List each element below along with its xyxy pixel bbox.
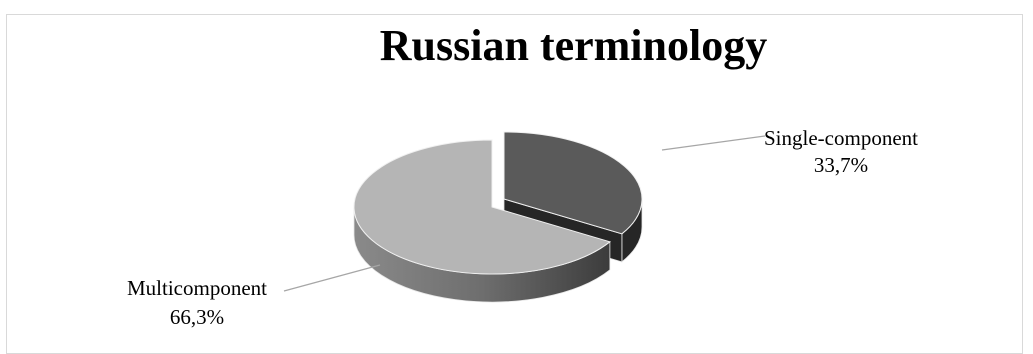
leader-line-multicomponent [283, 264, 381, 292]
data-label-value-single-component: 33,7% [814, 153, 868, 177]
data-label-category-multicomponent: Multicomponent [127, 276, 267, 300]
chart-title: Russian terminology [379, 21, 768, 70]
pie-slice-multicomponent [353, 139, 611, 275]
data-label-value-multicomponent: 66,3% [170, 305, 224, 329]
pie-slice-single-component [503, 131, 643, 235]
data-label-category-single-component: Single-component [764, 126, 918, 150]
leader-line-single-component [661, 135, 766, 151]
